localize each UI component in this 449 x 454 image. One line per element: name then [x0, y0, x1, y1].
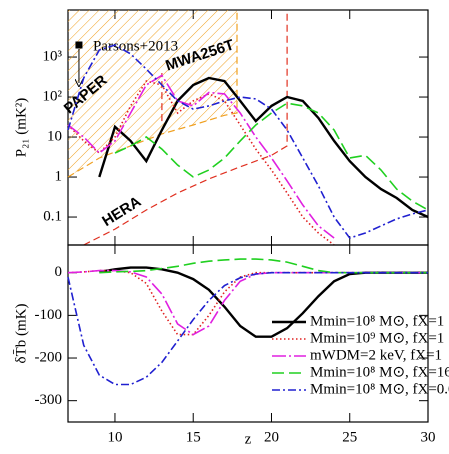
series-line: [67, 44, 429, 239]
legend-label: Mmin=10⁸ M⊙, fX=1: [310, 313, 444, 329]
x-tick-label: 15: [186, 429, 201, 445]
x-tick-label: 30: [421, 429, 436, 445]
legend-label: mWDM=2 keV, fX=1: [310, 347, 442, 363]
x-tick-label: 20: [264, 429, 279, 445]
y-axis-label: P₂₁ (mK²): [13, 98, 29, 158]
legend-label: Mmin=10⁸ M⊙, fX=0.005: [310, 381, 449, 397]
y-tick-label: 1: [55, 168, 63, 184]
y-tick-label: 10²: [43, 88, 63, 104]
legend-label: Mmin=10⁹ M⊙, fX=1: [310, 330, 444, 346]
series-line: [67, 74, 335, 239]
series-line: [98, 76, 429, 219]
y-tick-label: 0: [55, 264, 63, 280]
series-line: [67, 80, 335, 246]
x-tick-label: 10: [107, 429, 122, 445]
y-tick-label: -300: [35, 392, 63, 408]
legend-label: Mmin=10⁸ M⊙, fX=160: [310, 364, 449, 380]
sensitivity-curve: [83, 10, 288, 246]
series-line: [114, 102, 429, 211]
y-axis-label: δT̄b (mK): [13, 304, 29, 364]
plot-frame: [67, 244, 429, 423]
y-tick-label: -200: [35, 349, 63, 365]
series-line: [99, 258, 428, 274]
limit-label: Parsons+2013: [93, 38, 178, 54]
x-tick-label: 25: [342, 429, 357, 445]
sensitivity-curve: [67, 10, 238, 178]
sensitivity-label: HERA: [99, 193, 144, 230]
series-line: [67, 271, 428, 386]
y-tick-label: 10³: [43, 48, 63, 64]
x-axis-label: z: [245, 431, 252, 447]
y-tick-label: 0.1: [43, 208, 62, 224]
y-tick-label: -100: [35, 307, 63, 323]
y-tick-label: 10: [47, 128, 62, 144]
limit-point: [75, 41, 83, 49]
sensitivity-region: [68, 10, 237, 177]
